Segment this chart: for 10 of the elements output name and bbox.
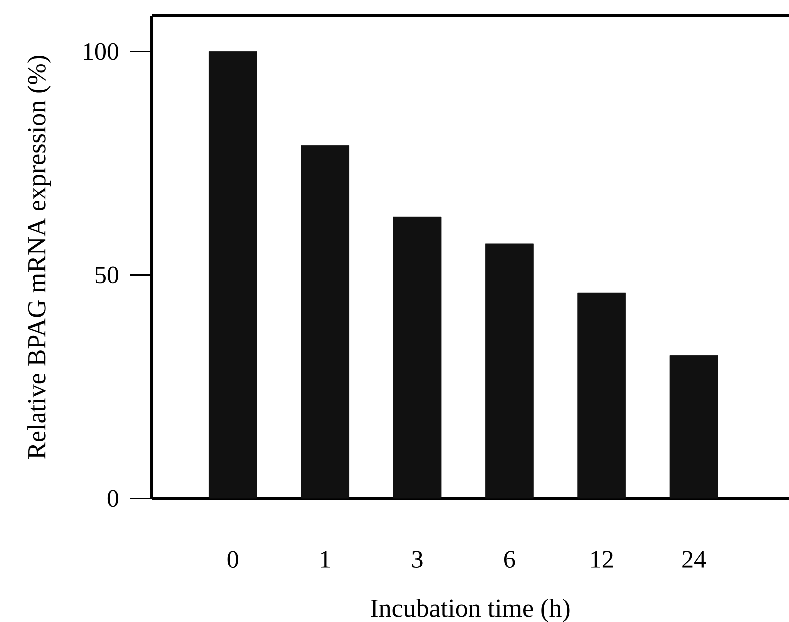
x-tick-label: 0 bbox=[228, 551, 238, 568]
x-tick-label: 3 bbox=[412, 551, 423, 568]
y-axis-title: Relative BPAG mRNA expression (%) bbox=[28, 56, 52, 460]
x-tick-label: 12 bbox=[592, 551, 613, 568]
y-tick-label: 100 bbox=[84, 43, 119, 60]
y-tick-label: 0 bbox=[108, 490, 119, 508]
x-tick-label: 1 bbox=[321, 551, 330, 568]
x-tick-label: 6 bbox=[504, 551, 516, 568]
x-tick-label: 24 bbox=[682, 551, 706, 568]
y-tick-label: 50 bbox=[96, 266, 119, 284]
